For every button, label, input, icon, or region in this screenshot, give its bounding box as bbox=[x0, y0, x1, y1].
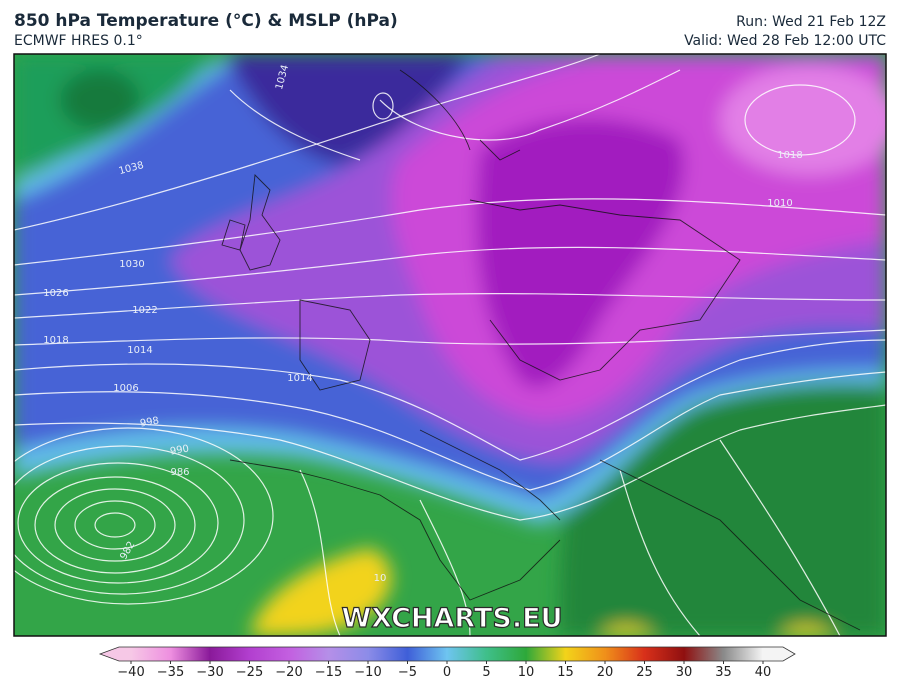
colorbar-tick-label: −35 bbox=[157, 665, 184, 680]
isobar-label: 1018 bbox=[777, 150, 802, 161]
colorbar-tick-label: −15 bbox=[315, 665, 342, 680]
colorbar-swatch bbox=[604, 648, 606, 660]
isobar-label: 1014 bbox=[287, 373, 312, 384]
colorbar-tick-label: 10 bbox=[518, 665, 535, 680]
colorbar-swatch bbox=[169, 648, 172, 660]
colorbar-swatch bbox=[209, 648, 211, 660]
isobar-label: 1018 bbox=[43, 335, 68, 346]
subtitle: ECMWF HRES 0.1° bbox=[14, 33, 143, 49]
colorbar-swatch bbox=[722, 648, 725, 660]
colorbar-swatch bbox=[643, 648, 646, 660]
colorbar-tick-label: 25 bbox=[636, 665, 653, 680]
isobar-label: 10 bbox=[374, 573, 387, 584]
colorbar-tick-label: 5 bbox=[482, 665, 490, 680]
isobar-label: 986 bbox=[170, 467, 189, 478]
valid-time: Valid: Wed 28 Feb 12:00 UTC bbox=[684, 33, 886, 49]
colorbar-tick-label: −30 bbox=[196, 665, 223, 680]
colorbar-swatch bbox=[367, 648, 369, 660]
map: WXCHARTS.EU 1034103810301026102210181014… bbox=[14, 54, 886, 636]
colorbar-swatch bbox=[485, 648, 488, 660]
run-time: Run: Wed 21 Feb 12Z bbox=[736, 14, 886, 30]
colorbar-swatch bbox=[130, 648, 132, 660]
colorbar-swatch bbox=[564, 648, 567, 660]
isobar-label: 1014 bbox=[127, 345, 152, 356]
map-frame bbox=[13, 53, 887, 637]
colorbar-swatch bbox=[406, 648, 409, 660]
colorbar-tick-label: 30 bbox=[676, 665, 693, 680]
colorbar-tick-label: −5 bbox=[398, 665, 417, 680]
title: 850 hPa Temperature (°C) & MSLP (hPa) bbox=[14, 11, 398, 31]
colorbar: −40 −35 −30 −25 −20 −15 −10 −5 0 5 10 15 20 25 30 35 40 bbox=[98, 646, 796, 680]
colorbar-swatch bbox=[525, 648, 527, 660]
isobar-label: 1026 bbox=[43, 288, 68, 299]
colorbar-tick-label: 35 bbox=[715, 665, 732, 680]
colorbar-tick-label: −10 bbox=[354, 665, 381, 680]
isobar-label: 1022 bbox=[132, 305, 157, 316]
isobar-label: 998 bbox=[139, 415, 160, 429]
colorbar-tick-label: 40 bbox=[755, 665, 772, 680]
isobar-label: 1010 bbox=[767, 198, 792, 209]
colorbar-tick-label: −20 bbox=[275, 665, 302, 680]
colorbar-tick-label: −25 bbox=[236, 665, 263, 680]
colorbar-swatch bbox=[762, 648, 764, 660]
colorbar-tick-label: 20 bbox=[597, 665, 614, 680]
isobars bbox=[14, 54, 886, 636]
colorbar-swatch bbox=[446, 648, 448, 660]
colorbar-swatch bbox=[248, 648, 251, 660]
coastlines bbox=[221, 69, 861, 631]
isobar-label: 990 bbox=[169, 443, 190, 457]
colorbar-swatch bbox=[288, 648, 290, 660]
watermark: WXCHARTS.EU bbox=[341, 603, 562, 634]
colorbar-swatch bbox=[327, 648, 330, 660]
isobar-label: 1006 bbox=[113, 383, 138, 394]
isobar-label: 1030 bbox=[119, 259, 144, 270]
colorbar-tick-label: 0 bbox=[443, 665, 451, 680]
colorbar-tick-label: 15 bbox=[557, 665, 574, 680]
colorbar-tick-label: −40 bbox=[117, 665, 144, 680]
colorbar-swatch bbox=[683, 648, 685, 660]
